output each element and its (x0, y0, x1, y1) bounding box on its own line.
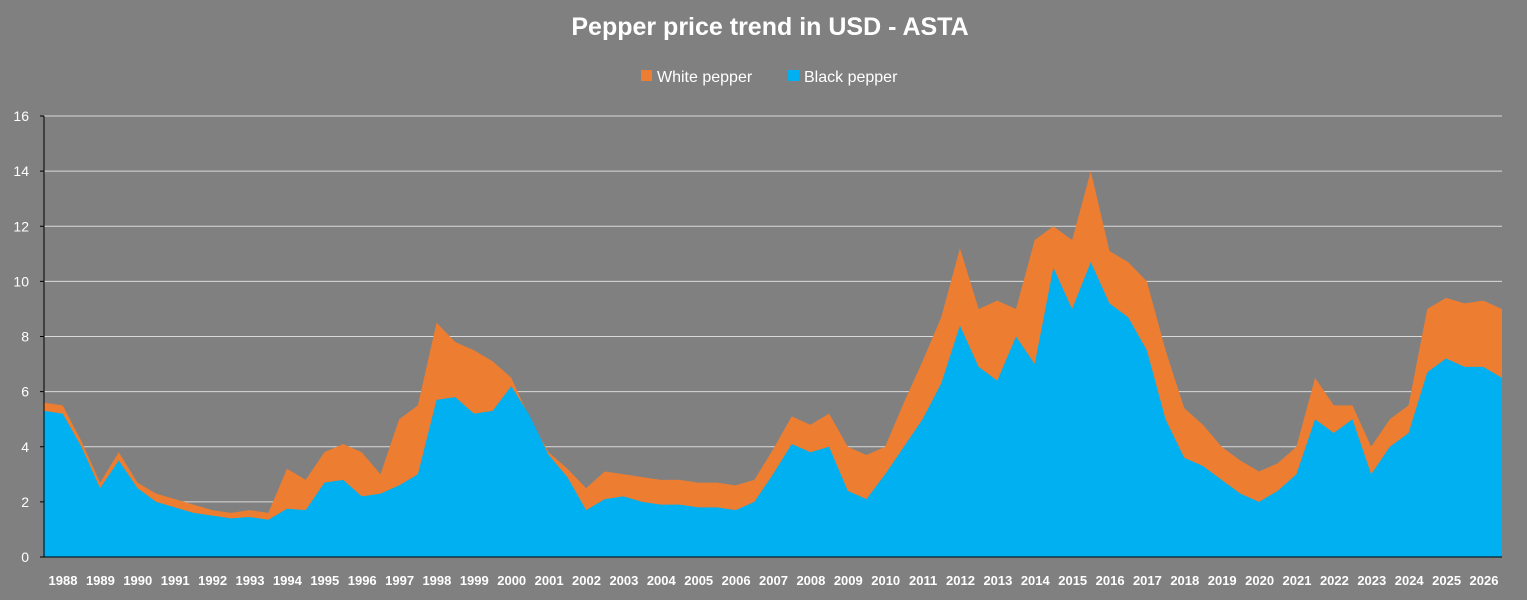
axes (40, 115, 1502, 558)
y-tick-label: 0 (21, 549, 29, 565)
x-tick-label: 2015 (1058, 573, 1087, 588)
x-tick-label: 2002 (572, 573, 601, 588)
x-tick-label: 2007 (759, 573, 788, 588)
x-tick-label: 1991 (161, 573, 190, 588)
x-axis-tick-labels: 1988 1989 1990 1991 1992 1993 1994 1995 1996 1997… (49, 573, 1499, 588)
y-tick-label: 14 (13, 163, 29, 179)
x-tick-label: 1989 (86, 573, 115, 588)
x-tick-label: 2018 (1170, 573, 1199, 588)
legend-label-white-pepper: White pepper (657, 69, 753, 86)
plot-areas (44, 171, 1502, 557)
y-tick-label: 8 (21, 329, 29, 345)
x-tick-label: 2012 (946, 573, 975, 588)
legend-swatch-black-pepper (788, 70, 799, 81)
legend-swatch-white-pepper (641, 70, 652, 81)
x-tick-label: 2004 (647, 573, 677, 588)
x-tick-label: 1994 (273, 573, 303, 588)
y-tick-label: 4 (21, 439, 29, 455)
x-tick-label: 2014 (1021, 573, 1051, 588)
chart-title: Pepper price trend in USD - ASTA (571, 13, 968, 41)
x-tick-label: 2003 (609, 573, 638, 588)
y-tick-label: 2 (21, 494, 29, 510)
x-tick-label: 2026 (1470, 573, 1499, 588)
x-tick-label: 1995 (310, 573, 339, 588)
x-tick-label: 1992 (198, 573, 227, 588)
y-axis-tick-labels: 0 2 4 6 8 10 12 14 16 (13, 108, 29, 565)
x-tick-label: 2009 (834, 573, 863, 588)
x-tick-label: 2017 (1133, 573, 1162, 588)
x-tick-label: 2025 (1432, 573, 1461, 588)
x-tick-label: 2020 (1245, 573, 1274, 588)
x-tick-label: 2005 (684, 573, 713, 588)
x-tick-label: 2008 (796, 573, 825, 588)
x-tick-label: 2023 (1357, 573, 1386, 588)
x-tick-label: 1988 (49, 573, 78, 588)
x-tick-label: 2022 (1320, 573, 1349, 588)
x-tick-label: 2021 (1283, 573, 1312, 588)
x-tick-label: 2006 (722, 573, 751, 588)
x-tick-label: 1993 (236, 573, 265, 588)
area-black-pepper (44, 262, 1502, 557)
y-tick-label: 12 (13, 218, 29, 234)
x-tick-label: 1999 (460, 573, 489, 588)
x-tick-label: 1990 (123, 573, 152, 588)
legend: White pepper Black pepper (641, 69, 898, 86)
y-tick-label: 10 (13, 273, 29, 289)
gridlines (44, 115, 1502, 503)
y-tick-label: 6 (21, 384, 29, 400)
y-tick-label: 16 (13, 108, 29, 124)
x-tick-label: 2016 (1096, 573, 1125, 588)
x-tick-label: 2011 (909, 573, 937, 588)
x-tick-label: 2010 (871, 573, 900, 588)
x-tick-label: 2024 (1395, 573, 1425, 588)
x-tick-label: 1998 (422, 573, 451, 588)
x-tick-label: 1997 (385, 573, 414, 588)
x-tick-label: 2000 (497, 573, 526, 588)
x-tick-label: 2001 (535, 573, 564, 588)
legend-label-black-pepper: Black pepper (804, 69, 898, 86)
x-tick-label: 2013 (983, 573, 1012, 588)
x-tick-label: 1996 (348, 573, 377, 588)
x-tick-label: 2019 (1208, 573, 1237, 588)
